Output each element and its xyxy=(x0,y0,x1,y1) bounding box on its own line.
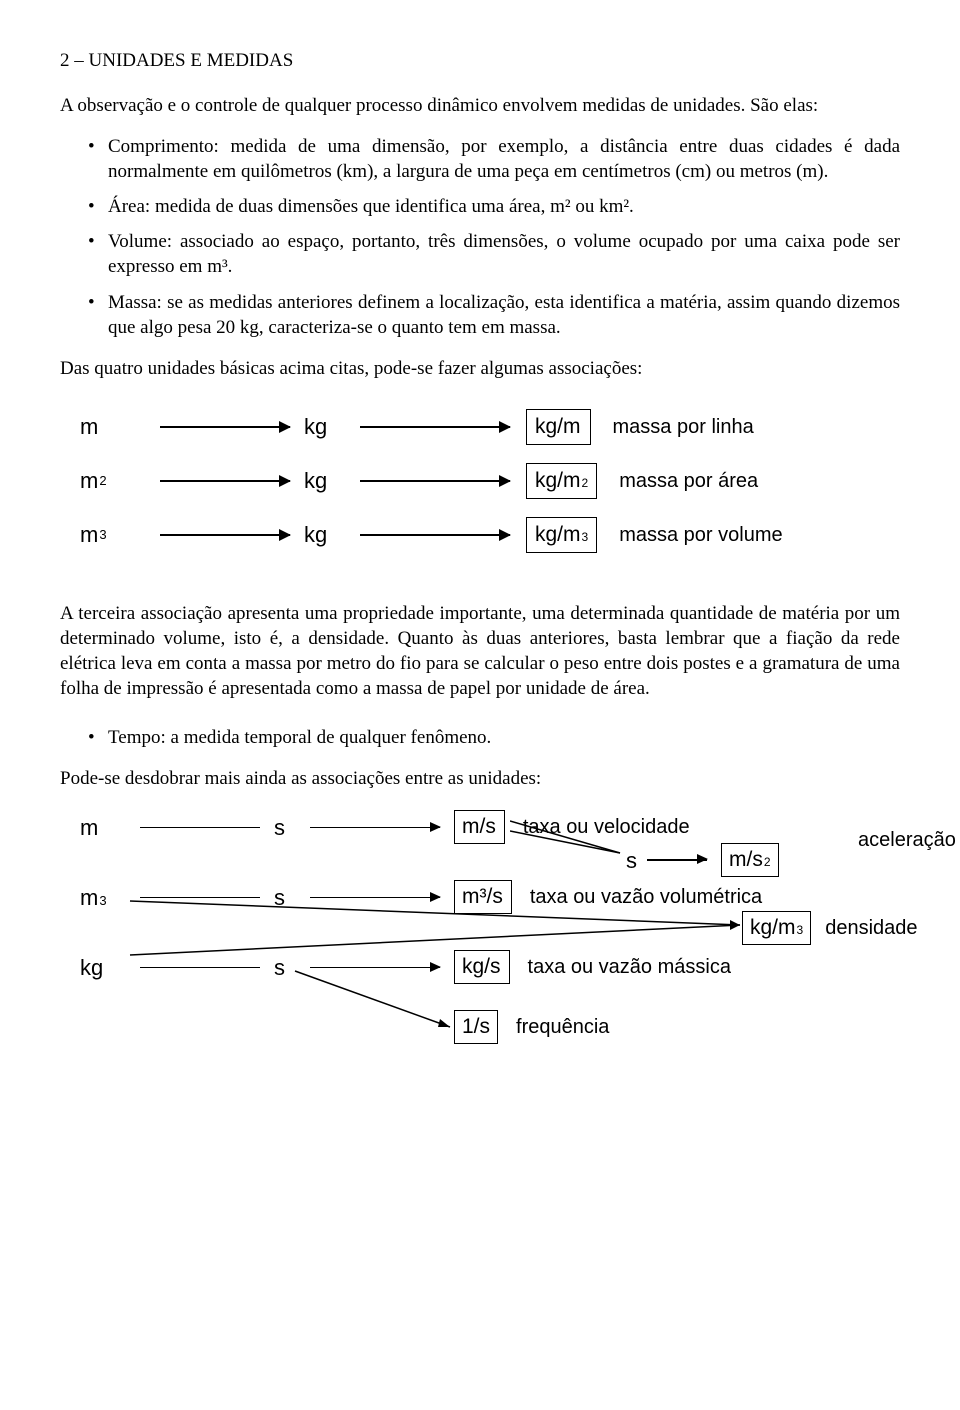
arrow-icon xyxy=(160,534,290,536)
unit-s: s xyxy=(626,846,637,875)
fork-target: s m/s 2 xyxy=(626,843,779,877)
arrow-icon xyxy=(360,480,510,482)
arrow-icon xyxy=(160,480,290,482)
box-base: kg/m xyxy=(535,413,581,441)
arrow-icon xyxy=(647,859,707,861)
unit-base: m xyxy=(80,813,98,842)
arrow-icon xyxy=(310,827,440,829)
box-exp: 3 xyxy=(582,530,589,546)
unit-exp: 2 xyxy=(99,472,106,489)
row-desc: massa por volume xyxy=(619,522,782,548)
line-icon xyxy=(140,967,260,969)
diagram-row: m 3 kg kg/m 3 massa por volume xyxy=(80,517,900,553)
unit-left: m 2 xyxy=(80,466,160,495)
row-desc: massa por área xyxy=(619,468,758,494)
arrow-icon xyxy=(160,426,290,428)
box-base: kg/m xyxy=(535,521,581,549)
box-base: kg/m xyxy=(750,914,796,942)
list-item: Massa: se as medidas anteriores definem … xyxy=(60,290,900,340)
list-item: Área: medida de duas dimensões que ident… xyxy=(60,194,900,219)
diagram-mass-associations: m kg kg/m massa por linha m 2 kg kg/m 2 … xyxy=(80,409,900,553)
arrow-icon xyxy=(360,534,510,536)
density-target: kg/m 3 densidade xyxy=(742,911,918,945)
result-box: m/s xyxy=(454,810,505,844)
paragraph-density: A terceira associação apresenta uma prop… xyxy=(60,601,900,701)
unit-left: m xyxy=(80,813,140,842)
list-item: Comprimento: medida de uma dimensão, por… xyxy=(60,134,900,184)
freq-line-icon xyxy=(290,961,490,1041)
unit-base: m xyxy=(80,883,98,912)
intro-paragraph: A observação e o controle de qualquer pr… xyxy=(60,93,900,118)
line-icon xyxy=(140,827,260,829)
bullet-list-2: Tempo: a medida temporal de qualquer fen… xyxy=(60,725,900,750)
box-exp: 3 xyxy=(797,923,804,939)
row-desc: massa por linha xyxy=(613,414,754,440)
result-box: m/s 2 xyxy=(721,843,779,877)
unit-base: kg xyxy=(80,953,103,982)
unit-mid: kg xyxy=(304,520,360,549)
bullet-list-1: Comprimento: medida de uma dimensão, por… xyxy=(60,134,900,340)
box-base: m/s xyxy=(462,813,496,841)
diagram-row: m kg kg/m massa por linha xyxy=(80,409,900,445)
unit-mid: kg xyxy=(304,412,360,441)
list-item: Tempo: a medida temporal de qualquer fen… xyxy=(60,725,900,750)
diagram-row: m 2 kg kg/m 2 massa por área xyxy=(80,463,900,499)
row-desc: frequência xyxy=(516,1014,609,1040)
arrow-icon xyxy=(360,426,510,428)
box-base: m/s xyxy=(729,846,763,874)
unit-base: m xyxy=(80,520,98,549)
paragraph-more-associations: Pode-se desdobrar mais ainda as associaç… xyxy=(60,766,900,791)
unit-s: s xyxy=(274,813,310,842)
section-title: 2 – UNIDADES E MEDIDAS xyxy=(60,48,900,73)
unit-left: kg xyxy=(80,953,140,982)
unit-base: m xyxy=(80,412,98,441)
row-desc: taxa ou vazão mássica xyxy=(528,954,731,980)
unit-mid: kg xyxy=(304,466,360,495)
box-exp: 2 xyxy=(764,855,771,871)
result-box: kg/m 3 xyxy=(742,911,811,945)
unit-exp: 3 xyxy=(99,526,106,543)
row-desc: densidade xyxy=(825,915,917,941)
diagram-time-associations: m s m/s taxa ou velocidade s m/s 2 acele… xyxy=(80,811,900,1051)
unit-left: m xyxy=(80,412,160,441)
unit-base: m xyxy=(80,466,98,495)
row-desc: aceleração xyxy=(858,827,956,853)
box-exp: 2 xyxy=(582,476,589,492)
result-box: kg/m 3 xyxy=(526,517,597,553)
box-base: kg/m xyxy=(535,467,581,495)
list-item: Volume: associado ao espaço, portanto, t… xyxy=(60,229,900,279)
paragraph-associations: Das quatro unidades básicas acima citas,… xyxy=(60,356,900,381)
result-box: kg/m xyxy=(526,409,591,445)
unit-left: m 3 xyxy=(80,520,160,549)
result-box: kg/m 2 xyxy=(526,463,597,499)
